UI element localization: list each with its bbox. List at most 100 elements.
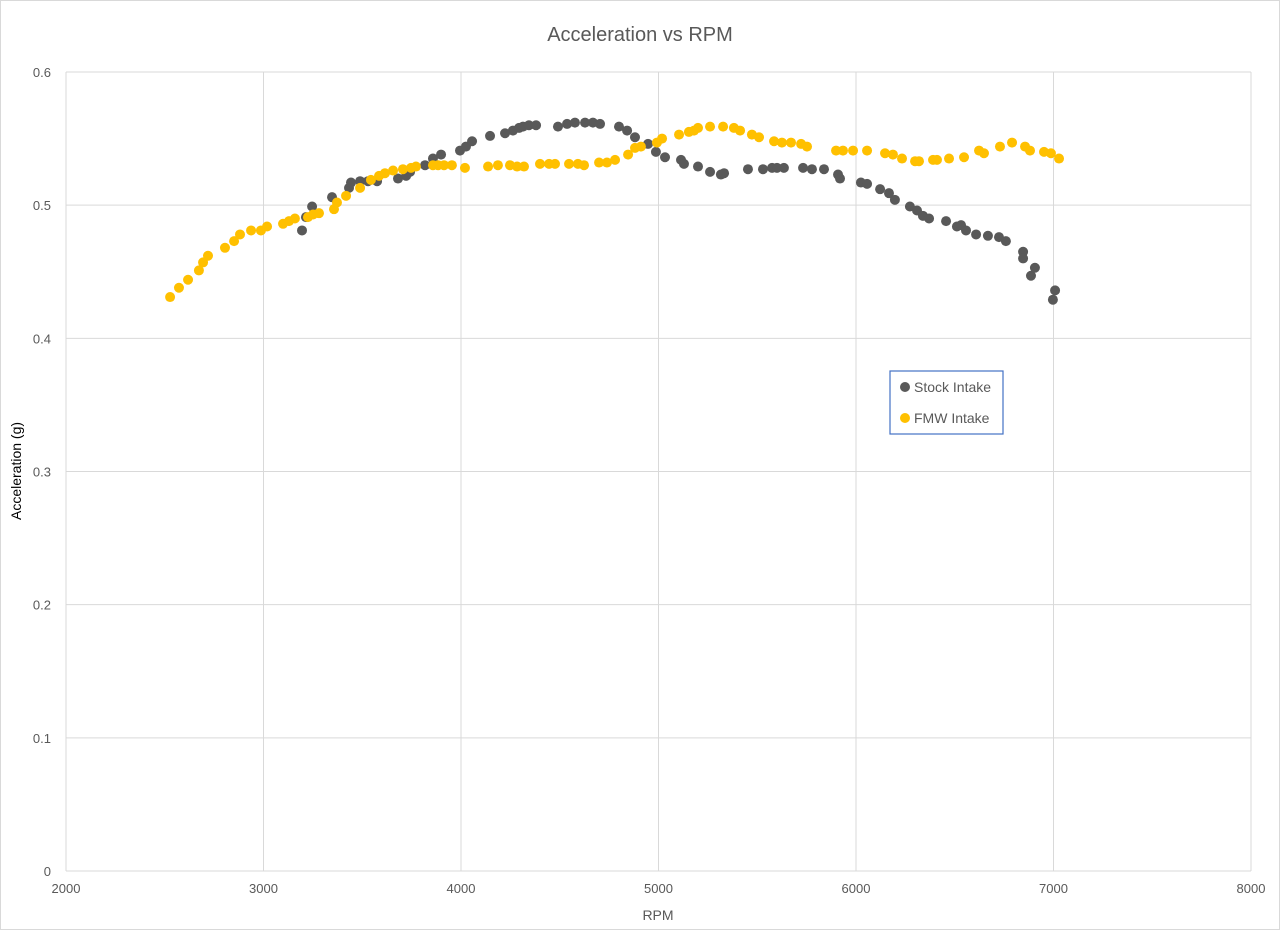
fmw-intake-point [183,274,194,285]
stock-intake-point [500,128,511,139]
stock-intake-point [660,152,671,163]
stock-intake-point [806,164,817,175]
fmw-intake-point [705,121,716,132]
fmw-intake-point [718,121,729,132]
stock-intake-point [862,178,873,189]
fmw-intake-point [234,229,245,240]
fmw-intake-point [887,149,898,160]
fmw-intake-point [594,157,605,168]
stock-intake-point [1029,262,1040,273]
fmw-intake-point [512,161,523,172]
stock-intake-point [693,161,703,172]
stock-intake-point [297,225,308,236]
y-axis-label: Acceleration (g) [8,422,24,520]
fmw-intake-point [1024,145,1035,156]
stock-intake-point [595,118,606,129]
fmw-intake-point [769,136,780,147]
y-tick-label: 0.6 [33,65,51,80]
fmw-intake-point [635,141,646,152]
fmw-intake-point [862,145,873,156]
fmw-intake-point [355,182,366,193]
x-axis-label: RPM [642,907,673,923]
legend-label-stock: Stock Intake [914,379,991,395]
fmw-intake-point [848,145,859,156]
stock-intake-point [420,160,431,171]
fmw-intake-point [439,160,450,171]
x-tick-label: 4000 [447,881,476,896]
stock-intake-point [757,164,768,175]
stock-intake-point [622,125,633,136]
stock-intake-point [941,216,952,227]
fmw-intake-point [165,292,176,303]
fmw-intake-point [535,158,545,169]
legend-label-fmw: FMW Intake [914,410,990,426]
fmw-intake-point [365,174,376,185]
stock-intake-point [1047,294,1058,305]
y-tick-label: 0.4 [33,331,51,346]
stock-intake-point [650,146,661,157]
stock-intake-point [798,162,809,173]
fmw-intake-point [519,161,530,172]
gridlines [65,71,1252,872]
fmw-intake-point [410,161,421,172]
stock-intake-point [307,201,318,212]
fmw-intake-point [1054,153,1065,164]
stock-intake-point [961,225,972,236]
fmw-intake-point [837,145,848,156]
fmw-intake-point [289,213,300,224]
stock-intake-point [485,130,496,141]
x-tick-label: 3000 [249,881,278,896]
stock-intake-point [614,121,624,132]
stock-intake-point [982,230,993,241]
stock-intake-point [778,162,789,173]
legend: Stock Intake FMW Intake [889,370,1004,435]
stock-intake-point [1018,253,1029,264]
fmw-intake-point [959,152,970,163]
fmw-intake-point [674,129,685,140]
stock-intake-point [819,164,830,175]
fmw-intake-point [735,125,746,136]
stock-intake-point [971,229,982,240]
fmw-intake-point [219,242,230,253]
y-tick-label: 0 [44,864,51,879]
fmw-intake-point [776,137,787,148]
stock-intake-point [1025,270,1036,281]
x-tick-label: 5000 [644,881,673,896]
stock-intake-point [924,213,935,224]
fmw-intake-point [1045,148,1056,159]
stock-intake-point [531,120,542,131]
fmw-intake-point [601,157,612,168]
fmw-intake-point [262,221,273,232]
stock-intake-point [883,188,894,199]
stock-intake-point [436,149,447,160]
stock-intake-point [552,121,563,132]
x-tick-label: 6000 [842,881,871,896]
fmw-intake-point [1007,137,1018,148]
fmw-intake-point [754,132,765,143]
stock-intake-point [889,194,900,205]
stock-intake-point [875,184,886,195]
fmw-intake-point [388,165,399,176]
chart-title: Acceleration vs RPM [547,24,733,46]
stock-intake-point [569,117,580,128]
fmw-intake-point [897,153,908,164]
fmw-intake-point [657,133,668,144]
x-tick-label: 7000 [1039,881,1068,896]
fmw-intake-point [786,137,797,148]
fmw-intake-point [446,160,457,171]
fmw-intake-point [203,250,214,261]
legend-box [889,370,1004,435]
stock-intake-point [1050,285,1061,296]
fmw-intake-point [492,160,503,171]
fmw-intake-point [193,265,204,276]
stock-intake-point [1000,236,1011,247]
fmw-intake-point [246,225,257,236]
fmw-intake-point [931,154,942,165]
fmw-intake-point [579,160,590,171]
y-tick-label: 0.3 [33,465,51,480]
fmw-intake-point [623,149,634,160]
fmw-intake-point [994,141,1005,152]
fmw-intake-point [331,197,342,208]
legend-marker-fmw [900,413,910,423]
